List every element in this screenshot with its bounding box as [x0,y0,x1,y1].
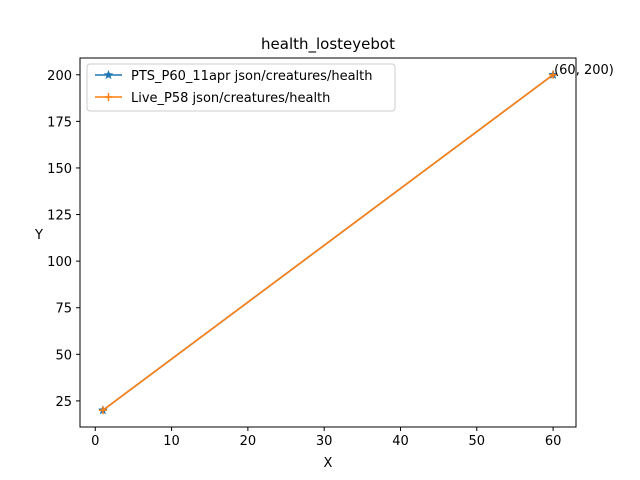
legend-marker [103,69,114,80]
y-axis-label: Y [34,228,43,243]
series-line [102,74,554,411]
point-annotation: (60, 200) [554,63,614,78]
plot-frame [79,57,577,428]
legend-marker [104,93,113,101]
y-tick-label: 100 [47,255,72,270]
data-point [98,406,107,415]
y-tick-label: 150 [47,162,72,177]
legend-box [86,63,396,112]
series-2 [98,70,558,415]
y-tick-label: 175 [47,115,72,130]
x-tick-label: 50 [469,434,486,449]
x-tick-label: 0 [91,434,99,449]
x-axis-label: X [324,456,333,471]
data-point [549,70,558,79]
y-tick-label: 50 [55,348,72,363]
legend-label: Live_P58 json/creatures/health [131,91,330,106]
x-tick-label: 40 [392,434,409,449]
x-tick-label: 20 [240,434,257,449]
y-tick-label: 75 [55,302,72,317]
x-tick-label: 30 [316,434,333,449]
chart-title: health_losteyebot [261,35,395,54]
y-tick-label: 200 [47,69,72,84]
legend-entry: Live_P58 json/creatures/health [95,91,330,106]
legend: PTS_P60_11apr json/creatures/health Live_… [86,63,396,112]
legend-entry: PTS_P60_11apr json/creatures/health [95,69,372,84]
x-tick-label: 60 [545,434,562,449]
x-tick-label: 10 [163,434,180,449]
y-tick-label: 25 [55,395,72,410]
y-tick-label: 125 [47,209,72,224]
legend-label: PTS_P60_11apr json/creatures/health [131,69,372,84]
